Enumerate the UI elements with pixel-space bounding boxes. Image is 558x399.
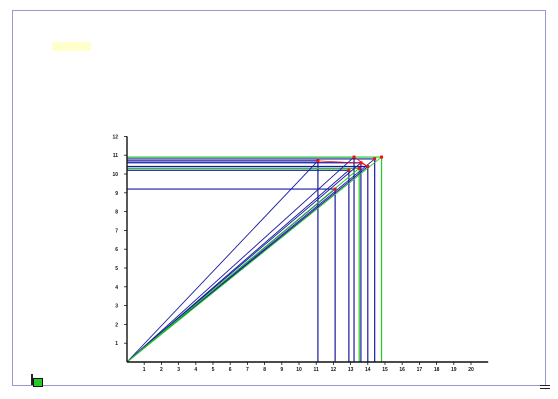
- company-logo-icon: [31, 372, 45, 387]
- y-tick-label: 8: [115, 210, 118, 216]
- y-tick-label: 1: [115, 341, 118, 347]
- x-tick-label: 16: [399, 367, 405, 373]
- y-tick-label: 3: [115, 304, 118, 310]
- x-tick-label: 18: [434, 367, 440, 373]
- y-tick-label: 9: [115, 191, 118, 197]
- x-tick-label: 8: [263, 367, 266, 373]
- y-tick-label: 11: [113, 153, 119, 159]
- menu-icon[interactable]: [540, 385, 550, 391]
- data-point: [357, 166, 361, 170]
- x-tick-label: 4: [194, 367, 197, 373]
- x-tick-label: 9: [280, 367, 283, 373]
- y-tick-label: 2: [115, 322, 118, 328]
- ray-line: [126, 156, 355, 363]
- x-tick-label: 20: [468, 367, 474, 373]
- data-point: [347, 168, 351, 172]
- data-point: [359, 161, 363, 165]
- y-tick-label: 5: [115, 266, 118, 272]
- axes: [124, 135, 489, 365]
- data-point: [316, 159, 320, 163]
- x-tick-label: 2: [160, 367, 163, 373]
- x-tick-label: 11: [314, 367, 320, 373]
- x-tick-label: 13: [348, 367, 354, 373]
- chart-frame: [12, 10, 546, 386]
- ray-line: [126, 160, 319, 363]
- x-tick-label: 6: [229, 367, 232, 373]
- x-tick-label: 1: [143, 367, 146, 373]
- x-tick-label: 17: [417, 367, 423, 373]
- x-tick-label: 5: [212, 367, 215, 373]
- chart-title: [52, 42, 91, 51]
- y-tick-label: 10: [112, 172, 118, 178]
- x-tick-label: 14: [365, 367, 371, 373]
- data-point: [333, 187, 337, 191]
- ray-line: [126, 168, 360, 363]
- tick-labels: 1 2 3 4 5 6 7 8 9 10 11 12 13 14 15 16 17 18 19 20123456789…: [112, 134, 474, 373]
- x-tick-label: 7: [246, 367, 249, 373]
- data-point: [380, 155, 384, 159]
- title-suffix: [52, 42, 91, 51]
- y-tick-label: 4: [115, 285, 118, 291]
- data-point: [373, 157, 377, 161]
- data-point: [366, 164, 370, 168]
- data-points: [316, 155, 384, 191]
- x-tick-label: 3: [177, 367, 180, 373]
- ray-line: [126, 162, 362, 363]
- x-tick-label: 15: [382, 367, 388, 373]
- y-tick-label: 6: [115, 247, 118, 253]
- y-tick-label: 12: [112, 134, 118, 140]
- ray-line: [126, 156, 382, 363]
- x-tick-label: 10: [296, 367, 302, 373]
- projection-lines: [127, 156, 383, 362]
- ray-lines: [126, 156, 382, 363]
- data-point: [352, 155, 356, 159]
- y-tick-label: 7: [115, 228, 118, 234]
- x-tick-label: 19: [451, 367, 457, 373]
- x-tick-label: 12: [331, 367, 337, 373]
